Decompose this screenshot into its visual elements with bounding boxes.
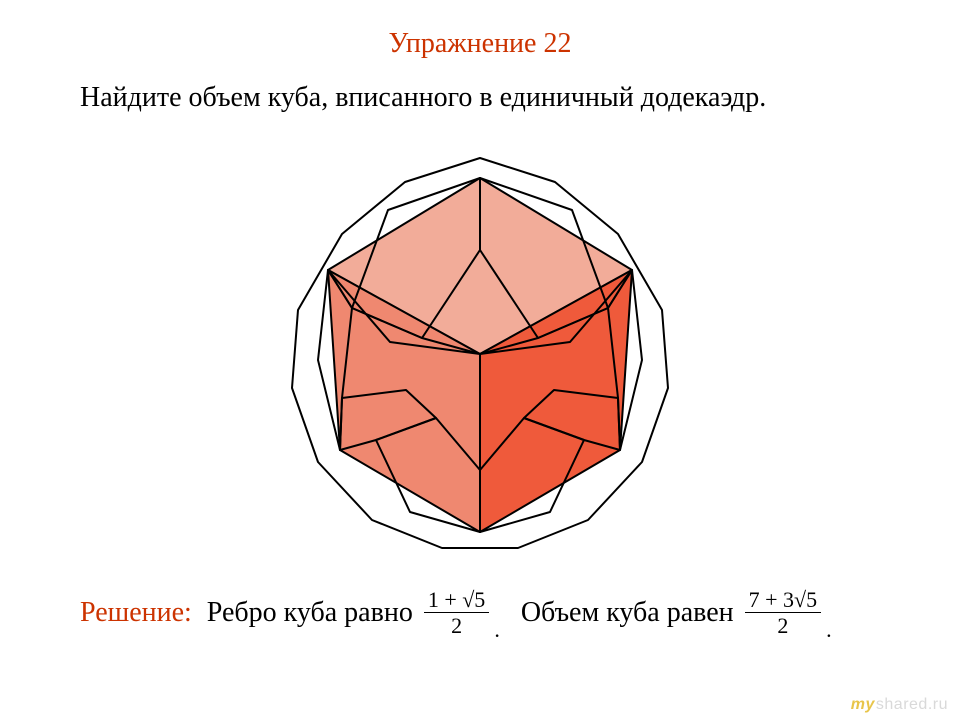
problem-text: Найдите объем куба, вписанного в единичн… — [80, 82, 766, 113]
solution-part2: Объем куба равен — [521, 597, 734, 629]
solution-line: Решение: Ребро куба равно 1 + √5 2 . Объ… — [80, 588, 900, 637]
edge-fraction: 1 + √5 2 — [424, 588, 489, 637]
exercise-title: Упражнение 22 — [0, 28, 960, 60]
watermark: myshared.ru — [851, 696, 948, 714]
cube-in-dodecahedron-figure — [270, 140, 690, 560]
solution-part1: Ребро куба равно — [207, 597, 413, 629]
edge-fraction-den: 2 — [424, 612, 489, 637]
figure-container — [0, 140, 960, 565]
title-text: Упражнение 22 — [389, 28, 572, 59]
problem-statement: Найдите объем куба, вписанного в единичн… — [80, 82, 880, 114]
volume-fraction-den: 2 — [745, 612, 821, 637]
period-1: . — [494, 617, 500, 643]
watermark-prefix: my — [851, 696, 875, 713]
solution-label: Решение: — [80, 597, 192, 629]
volume-fraction: 7 + 3√5 2 — [745, 588, 821, 637]
edge-fraction-num: 1 + √5 — [424, 588, 489, 612]
watermark-rest: shared.ru — [876, 696, 948, 713]
period-2: . — [826, 617, 832, 643]
volume-fraction-num: 7 + 3√5 — [745, 588, 821, 612]
